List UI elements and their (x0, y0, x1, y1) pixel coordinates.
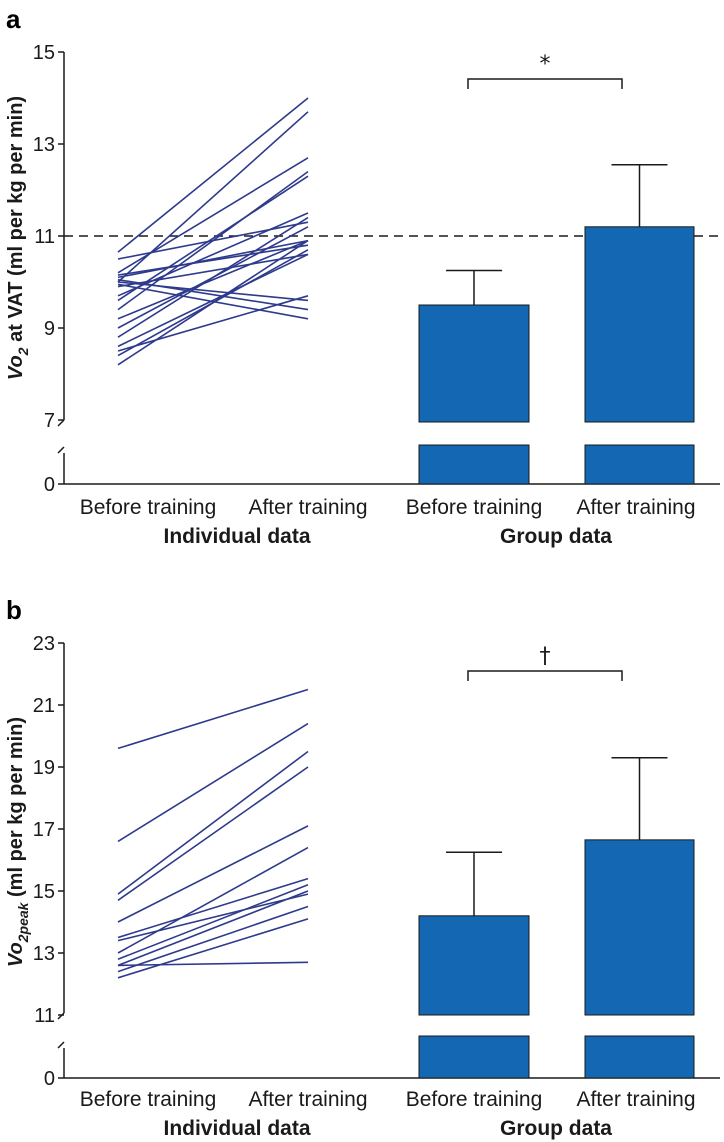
axis-break-mark (57, 446, 65, 454)
individual-line (117, 295, 309, 352)
individual-line (117, 281, 309, 302)
group-label-individual: Individual data (163, 1117, 310, 1140)
individual-line (117, 221, 309, 260)
group-label-individual: Individual data (163, 525, 310, 548)
individual-line (117, 283, 309, 320)
group-bar-upper (418, 304, 530, 423)
individual-line (117, 175, 309, 302)
panel-a: a 15 13 11 9 7 0 Vo2 at VAT (ml per kg per min)… (5, 4, 720, 548)
axis-break-mark (57, 1012, 65, 1020)
y-tick-label: 15 (33, 881, 55, 903)
group-bar-upper (418, 915, 530, 1016)
y-tick-label: 13 (33, 134, 55, 156)
axis-break-mark (57, 419, 65, 427)
y-label-unit: at VAT (ml per kg per min) (5, 96, 27, 348)
y-tick-label: 0 (44, 474, 55, 496)
individual-line (117, 884, 309, 960)
category-label: Before training (406, 1088, 543, 1111)
group-bar-lower (584, 444, 695, 485)
y-label-main: Vo (5, 942, 27, 967)
individual-line (117, 890, 309, 967)
y-tick-label: 17 (33, 819, 55, 841)
y-tick-label: 11 (34, 1005, 55, 1027)
y-label-subscript: 2 (15, 347, 31, 356)
category-label: Before training (406, 496, 543, 519)
individual-line (117, 893, 309, 942)
category-label: After training (576, 496, 695, 519)
group-label-group: Group data (500, 525, 612, 548)
individual-line (117, 239, 309, 320)
axis-break-mark (57, 1041, 65, 1049)
group-label-group: Group data (500, 1117, 612, 1140)
significance-bracket (467, 78, 623, 89)
y-label-subscript: 2peak (15, 901, 31, 943)
individual-line (117, 239, 309, 279)
category-label: After training (248, 1088, 367, 1111)
individual-line (117, 97, 309, 253)
y-tick-label: 15 (33, 42, 55, 64)
y-label-main: Vo (5, 355, 27, 380)
individual-line (117, 877, 309, 939)
group-bar-upper (584, 839, 695, 1016)
individual-line (117, 905, 309, 973)
group-bar-lower (418, 444, 530, 485)
category-label: Before training (80, 496, 217, 519)
individual-line (117, 846, 309, 954)
individual-line (117, 244, 309, 276)
category-label: Before training (80, 1088, 217, 1111)
individual-line (117, 722, 309, 843)
individual-line (117, 961, 309, 967)
panel-label: a (6, 4, 21, 34)
category-label: After training (248, 496, 367, 519)
y-tick-label: 19 (33, 757, 55, 779)
y-label-unit: (ml per kg per min) (5, 717, 27, 903)
y-axis-label: Vo2peak (ml per kg per min) (5, 717, 31, 967)
individual-line (117, 249, 309, 357)
y-axis-label: Vo2 at VAT (ml per kg per min) (5, 96, 31, 380)
individual-line (117, 766, 309, 901)
y-tick-label: 7 (44, 410, 55, 432)
y-tick-label: 11 (34, 226, 55, 248)
individual-line (117, 226, 309, 329)
y-tick-label: 9 (44, 318, 55, 340)
y-tick-label: 13 (33, 943, 55, 965)
panel-label: b (6, 595, 22, 625)
individual-line (117, 918, 309, 979)
y-tick-label: 0 (44, 1068, 55, 1090)
y-tick-label: 21 (33, 695, 55, 717)
significance-marker: * (540, 52, 551, 77)
significance-marker: † (540, 644, 551, 669)
panel-b: b 23 21 19 17 15 13 11 0 Vo2peak (ml per kg per m… (5, 595, 720, 1140)
individual-line (117, 253, 309, 288)
individual-line (117, 253, 309, 348)
group-bar-lower (418, 1035, 530, 1079)
group-bar-lower (584, 1035, 695, 1079)
individual-line (117, 825, 309, 923)
group-bar-upper (584, 226, 695, 423)
individual-line (117, 750, 309, 895)
category-label: After training (576, 1088, 695, 1111)
significance-bracket (467, 670, 623, 681)
y-tick-label: 23 (33, 633, 55, 655)
individual-line (117, 688, 309, 750)
